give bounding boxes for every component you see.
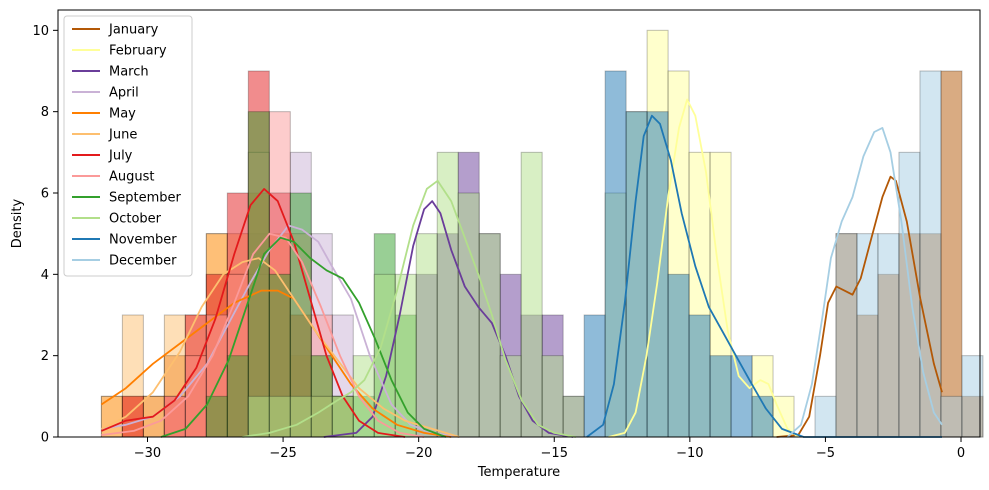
bar-september [226, 355, 249, 438]
bar-october [268, 395, 291, 438]
bar-december [940, 395, 963, 438]
x-axis-title: Temperature [477, 465, 560, 480]
x-tick-label: −20 [405, 446, 432, 461]
bar-december [835, 233, 858, 438]
bar-january [940, 70, 963, 438]
bar-october [415, 233, 438, 438]
bar-december [814, 395, 837, 438]
bar-december [898, 151, 921, 438]
kde-line-june [100, 257, 460, 438]
y-tick-label: 8 [41, 105, 49, 120]
x-tick-label: −5 [816, 446, 835, 461]
kde-line-september [160, 236, 447, 438]
kde-line-october [242, 179, 577, 438]
x-axis-ticks: −30 −25 −20 −15 −10 −5 0 [134, 437, 965, 461]
legend-item-march: March [72, 65, 149, 80]
bars-november [583, 70, 774, 438]
bar-november [709, 355, 732, 438]
y-axis-title: Density [10, 198, 25, 248]
legend: January February March April May June July Augu… [63, 15, 193, 277]
bar-november [583, 314, 606, 438]
bar-october [520, 151, 543, 438]
legend-label: March [109, 65, 149, 80]
legend-label: October [109, 212, 162, 227]
kde-line-february [608, 98, 799, 438]
kde-line-january [776, 175, 943, 438]
kde-line-december [786, 127, 943, 438]
bar-november [604, 70, 627, 438]
bar-december [877, 233, 900, 438]
legend-item-december: December [72, 254, 177, 269]
bar-october [541, 355, 564, 438]
legend-box [63, 15, 193, 277]
legend-label: May [109, 107, 136, 122]
legend-label: June [108, 128, 137, 143]
legend-label: August [109, 170, 155, 185]
bar-october [247, 395, 270, 438]
legend-item-april: April [72, 86, 139, 101]
bar-october [499, 355, 522, 438]
legend-label: November [109, 233, 177, 248]
bar-november [667, 273, 690, 438]
legend-label: September [109, 191, 182, 206]
bars-december [814, 70, 984, 438]
y-tick-label: 2 [41, 349, 49, 364]
x-tick-label: −30 [134, 446, 161, 461]
legend-item-february: February [72, 44, 167, 59]
bar-september [205, 395, 228, 438]
kde-curves [100, 98, 943, 438]
axes-frame [57, 9, 981, 438]
kde-line-may [100, 289, 452, 438]
legend-item-september: September [72, 191, 182, 206]
x-tick-label: −10 [676, 446, 703, 461]
bar-november [730, 355, 753, 438]
x-tick-label: −15 [541, 446, 568, 461]
legend-item-august: August [72, 170, 155, 185]
bar-november [625, 111, 648, 438]
bar-september [247, 111, 270, 438]
bar-december [919, 70, 942, 438]
x-tick-label: 0 [957, 446, 965, 461]
legend-label: December [109, 254, 177, 269]
legend-label: April [109, 86, 139, 101]
y-tick-label: 0 [41, 431, 49, 446]
legend-item-may: May [72, 107, 136, 122]
bar-december [856, 233, 879, 438]
legend-item-june: June [72, 128, 137, 143]
y-tick-label: 10 [32, 24, 49, 39]
bar-october [289, 395, 312, 438]
y-tick-label: 4 [41, 268, 49, 283]
legend-item-october: October [72, 212, 162, 227]
bar-november [688, 314, 711, 438]
bar-october [562, 395, 585, 438]
x-tick-label: −25 [269, 446, 296, 461]
kde-line-july [101, 188, 406, 438]
y-axis-ticks: 0 2 4 6 8 10 [32, 24, 58, 446]
legend-label: July [108, 149, 133, 164]
legend-label: January [108, 23, 159, 38]
legend-item-november: November [72, 233, 177, 248]
bar-october [310, 395, 333, 438]
kde-line-august [101, 232, 425, 438]
legend-label: February [109, 44, 167, 59]
legend-item-january: January [72, 23, 159, 38]
legend-item-july: July [72, 149, 133, 164]
kde-line-november [586, 114, 942, 438]
y-tick-label: 6 [41, 187, 49, 202]
